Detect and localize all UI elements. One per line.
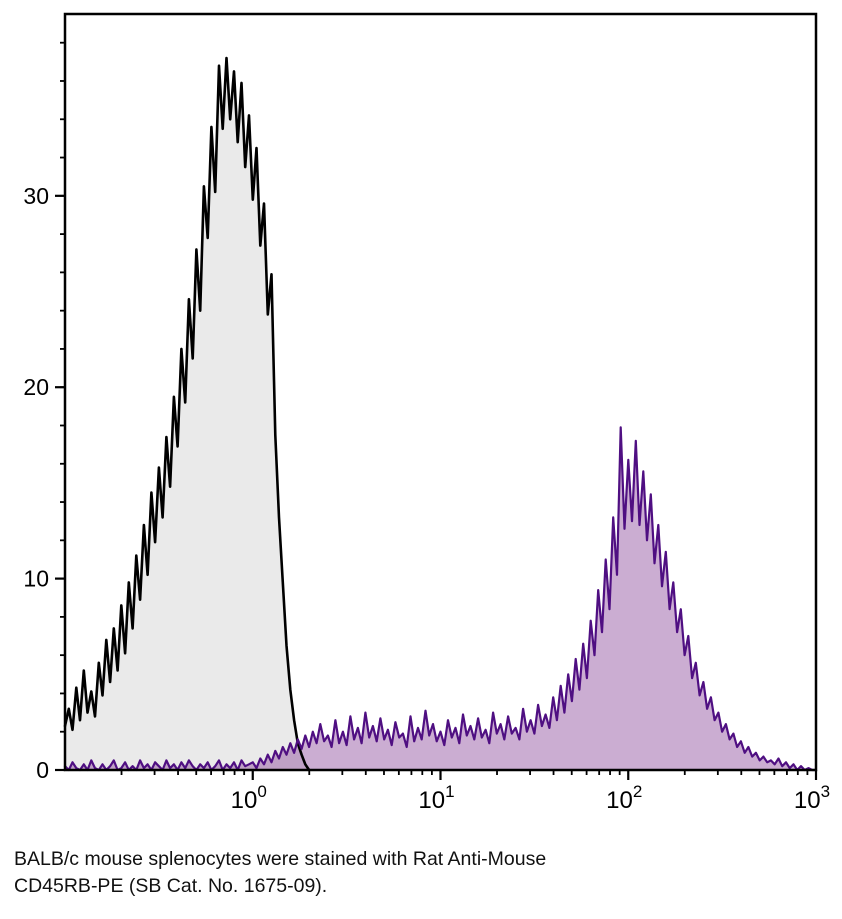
svg-text:30: 30 xyxy=(23,183,49,209)
svg-text:20: 20 xyxy=(23,374,49,400)
svg-text:101: 101 xyxy=(418,782,454,814)
figure-caption: BALB/c mouse splenocytes were stained wi… xyxy=(14,848,547,897)
svg-text:103: 103 xyxy=(794,782,830,814)
flow-histogram-figure: 100 101 102 103 0 10 20 30 xyxy=(23,12,830,814)
svg-text:100: 100 xyxy=(231,782,267,814)
svg-text:10: 10 xyxy=(23,566,49,592)
svg-text:102: 102 xyxy=(606,782,642,814)
svg-text:0: 0 xyxy=(36,757,49,783)
flow-histogram-chart: 100 101 102 103 0 10 20 30 xyxy=(23,12,830,814)
